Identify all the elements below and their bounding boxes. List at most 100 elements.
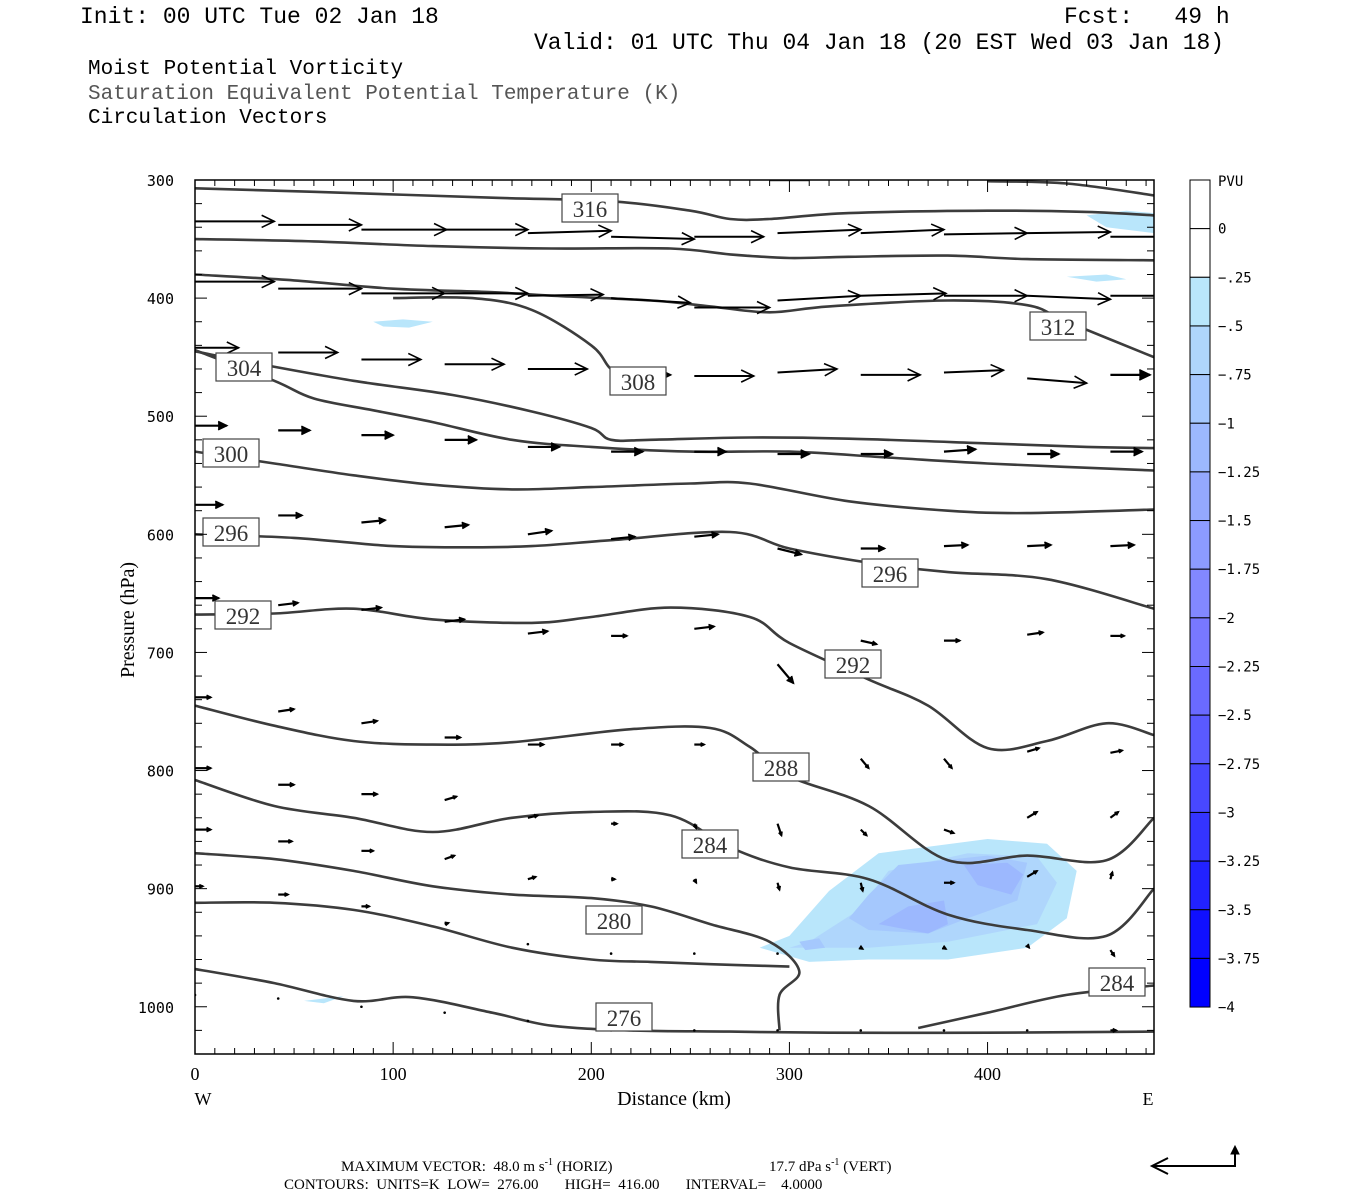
vector-head [348,218,364,232]
vector-arrow [443,1011,446,1014]
vector-head [1118,748,1125,754]
vector-head [372,791,380,797]
colorbar-segment [1189,471,1211,522]
y-tick-label: 600 [147,526,174,544]
vector-arrow [527,813,540,819]
contour-label-text: 276 [607,1006,642,1031]
vector-arrow [278,781,296,788]
vector-arrow [611,821,619,827]
contour-label-text: 288 [764,756,799,781]
vector-arrow [860,449,895,459]
vector-arrow [1110,368,1152,381]
vector-arrow [444,734,463,741]
vector-dot [776,952,779,955]
vector-dot [526,1019,530,1023]
vector-arrow [611,876,617,882]
colorbar-label: −1.25 [1218,465,1260,481]
contour-label-box [1088,967,1146,997]
contour-label-text: 312 [1041,315,1076,340]
vector-arrow [278,218,364,232]
contour-label-text: 284 [1100,971,1135,996]
pv-region-8 [1066,274,1127,282]
vector-head [544,527,554,536]
vector-arrow [1027,291,1113,306]
y-tick-label: 1000 [138,999,174,1017]
colorbar-label: 0 [1218,222,1226,238]
vector-head [384,430,395,440]
vector-head [590,287,606,302]
vector-head [407,352,423,367]
vector-shaft [527,229,612,235]
pv-region-17 [516,980,552,992]
vector-arrow [195,826,213,833]
vector-arrow [943,758,954,770]
contour-label-288: 288 [752,752,810,782]
vector-head [1120,633,1127,639]
colorbar-segment [1189,568,1211,619]
x-tick-label: 0 [191,1064,200,1084]
vector-arrow [1110,294,1154,297]
vector-arrow [860,223,946,237]
vector-arrow [195,214,277,229]
vector-arrow [1109,810,1120,819]
vector-arrow [527,442,562,452]
contour-label-box [681,829,739,859]
vector-head [444,921,451,927]
max-vector-horiz-suffix: (HORIZ) [552,1159,613,1175]
vector-head [491,357,506,372]
x-tick-labels: 0 100 200 300 400 [191,1064,1002,1084]
vector-arrow [694,531,720,539]
vector-head [949,829,956,835]
vector-arrow [527,628,550,636]
contour-label-text: 300 [214,442,249,467]
vector-arrow [1025,1029,1029,1032]
vector-arrow [693,1029,696,1032]
vector-head [295,511,304,520]
vector-shaft [1027,230,1111,235]
max-vector-horiz-exp: -1 [544,1157,553,1168]
reference-arrowhead-horiz [1149,1157,1169,1175]
vector-head [348,281,364,296]
vector-head [740,369,756,383]
vector-dot [942,1029,946,1032]
vector-head [455,734,463,741]
colorbar-segment [1189,957,1211,1008]
vector-head [862,831,869,837]
vector-arrow [943,637,962,644]
vector-dot [859,1029,863,1032]
colorbar-label: −2.25 [1218,660,1260,676]
vector-arrow [278,345,340,360]
vector-dot [360,1005,363,1009]
vector-head [1073,375,1089,389]
colorbar-label: −3.25 [1218,854,1260,870]
vector-arrow [860,368,923,382]
colorbar-label: −2.75 [1218,757,1260,773]
colorbar-label: −1.5 [1218,514,1252,530]
pv-region-7 [1086,210,1154,234]
vector-head [677,295,693,309]
vector-head [1014,226,1030,241]
vector-shaft [611,235,695,241]
vector-head [847,223,863,237]
vector-arrow [361,222,449,237]
vector-head [217,420,229,431]
vector-head [611,876,617,882]
vector-head [941,945,948,950]
x-tick-label: 400 [974,1064,1001,1084]
vector-head [930,223,946,237]
vector-arrow [943,445,978,455]
vector-head [261,214,277,229]
vector-dot [776,1029,779,1032]
vector-head [574,362,590,376]
vector-arrow [692,878,698,885]
max-vector-vert-text: 17.7 dPa s [769,1159,832,1175]
vector-arrow [1110,1027,1119,1033]
vector-head [717,446,728,457]
max-vector-vert-info: 17.7 dPa s-1 (VERT) [769,1158,891,1175]
vector-head [212,594,221,602]
vector-head [1097,225,1113,239]
vector-head [700,742,707,748]
colorbar-units: PVU [1218,174,1243,190]
contour-label-text: 308 [621,370,656,395]
vector-head [458,616,467,624]
